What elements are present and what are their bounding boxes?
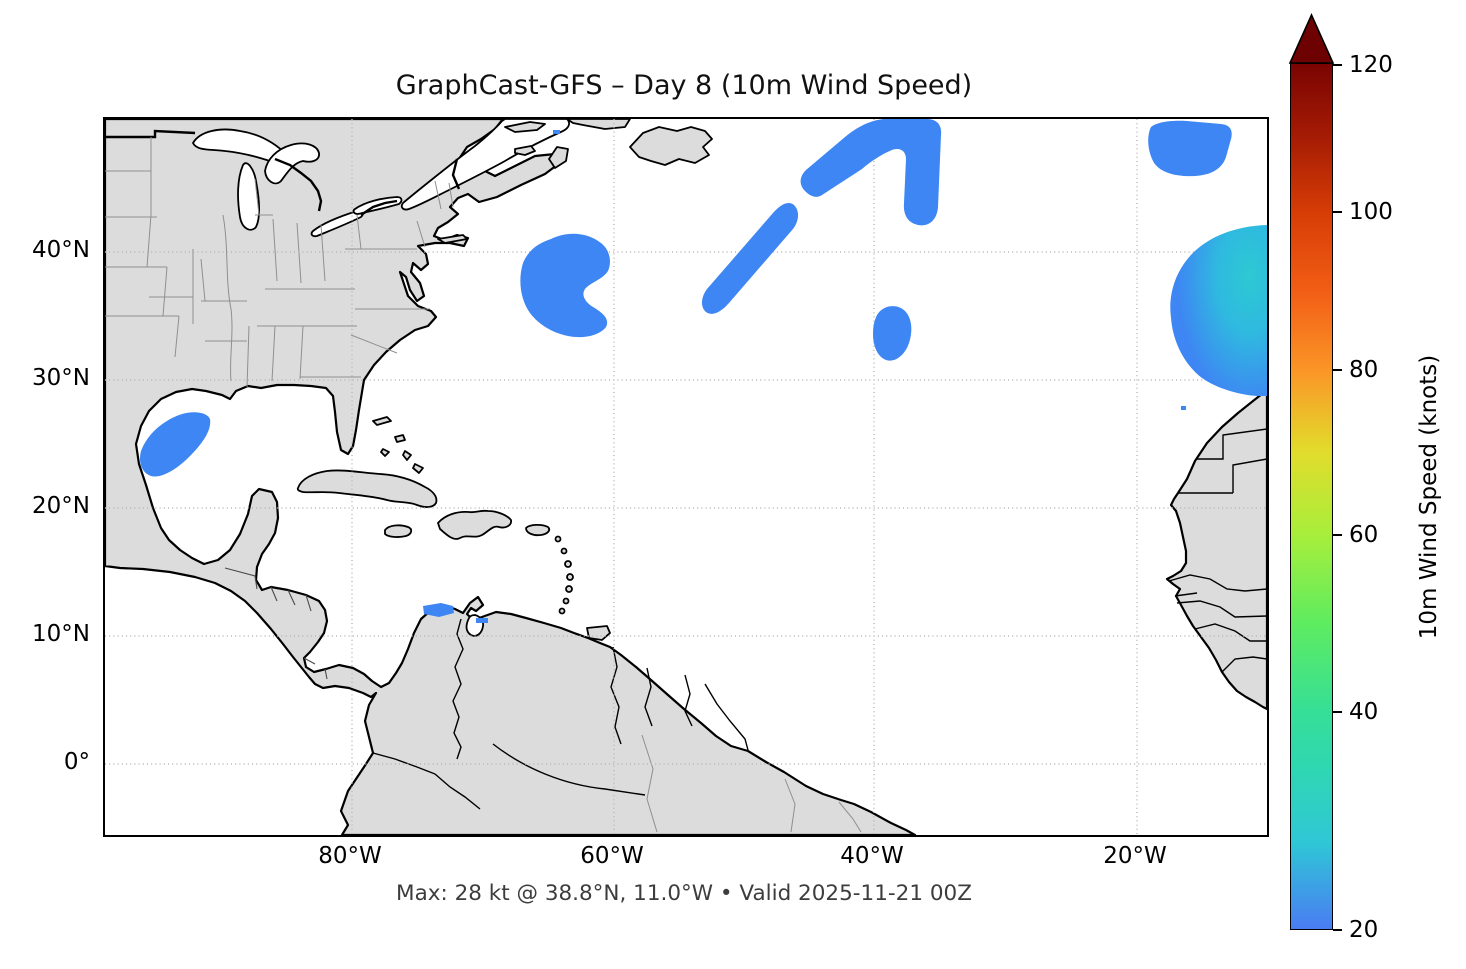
x-tick-60w: 60°W (580, 843, 644, 869)
x-tick-40w: 40°W (840, 843, 904, 869)
wind-patch-mid-atlantic (873, 306, 912, 361)
prince-edward-island (514, 145, 536, 156)
wind-patch-north-hook (800, 119, 942, 226)
us-canada-border (105, 129, 461, 216)
lake-huron (264, 142, 320, 185)
map-canvas (105, 119, 1267, 835)
us-state-borders (105, 137, 454, 388)
lake-michigan (237, 162, 260, 231)
wind-field (140, 119, 1267, 623)
colorbar-tick-mark (1333, 368, 1342, 371)
y-tick-20n: 20°N (32, 493, 90, 519)
brazil-state-borders (641, 734, 862, 833)
y-tick-40n: 40°N (32, 237, 90, 263)
x-tick-80w: 80°W (318, 843, 382, 869)
colorbar-arrow-max-icon (1288, 13, 1335, 64)
south-america-borders (372, 618, 749, 810)
jamaica (384, 524, 413, 538)
colorbar-tick-mark (1333, 929, 1342, 931)
land-africa (1165, 388, 1267, 711)
hispaniola (437, 509, 512, 540)
anticosti-island (504, 121, 546, 133)
caption: Max: 28 kt @ 38.8°N, 11.0°W • Valid 2025… (396, 881, 972, 906)
chart-title: GraphCast-GFS – Day 8 (10m Wind Speed) (395, 70, 973, 101)
colorbar-tick-label: 100 (1349, 199, 1393, 226)
colorbar-tick-label: 40 (1349, 699, 1379, 726)
colorbar-ticks: 120 100 80 60 40 20 (1333, 52, 1463, 943)
y-tick-0: 0° (63, 749, 90, 775)
colorbar-tick-label: 20 (1349, 917, 1379, 943)
colorbar-gradient (1290, 63, 1333, 930)
colorbar-tick-mark (1333, 711, 1342, 714)
colorbar-label: 10m Wind Speed (knots) (1416, 354, 1442, 640)
africa-borders (1168, 428, 1267, 673)
quebec-north-shore (566, 119, 631, 130)
newfoundland (629, 126, 713, 166)
wind-speck-venezuela (476, 618, 488, 623)
central-america-borders (224, 567, 328, 680)
x-tick-20w: 20°W (1103, 843, 1167, 869)
colorbar-tick-label: 80 (1349, 356, 1379, 383)
lesser-antilles (554, 535, 574, 615)
land-americas (105, 119, 917, 835)
long-island (437, 234, 468, 244)
wind-patch-colombia-caribbean (423, 603, 454, 617)
puerto-rico (525, 523, 551, 537)
colorbar-tick-label: 120 (1349, 51, 1393, 78)
gridlines (105, 119, 1267, 835)
bahamas (372, 416, 424, 474)
wind-speck-canary (1181, 406, 1186, 410)
wind-patch-nw-atlantic (520, 233, 610, 338)
wind-patch-central-band (701, 202, 799, 314)
wind-patch-ne-atlantic (1148, 120, 1232, 177)
wind-patch-morocco-offshore-max (1170, 225, 1267, 396)
y-tick-10n: 10°N (32, 621, 90, 647)
wind-patch-gulf-of-mexico (140, 412, 211, 477)
colorbar-tick-mark (1333, 211, 1342, 214)
wind-speck-st-lawrence (553, 130, 560, 134)
lake-erie (310, 209, 364, 238)
cape-breton-island (548, 146, 569, 169)
colorbar-tick-mark (1333, 533, 1342, 536)
st-lawrence-estuary (400, 119, 570, 211)
y-tick-30n: 30°N (32, 365, 90, 391)
map-plot (103, 117, 1269, 837)
colorbar-tick-mark (1333, 63, 1342, 66)
colorbar-tick-label: 60 (1349, 521, 1379, 548)
cuba (296, 469, 438, 508)
